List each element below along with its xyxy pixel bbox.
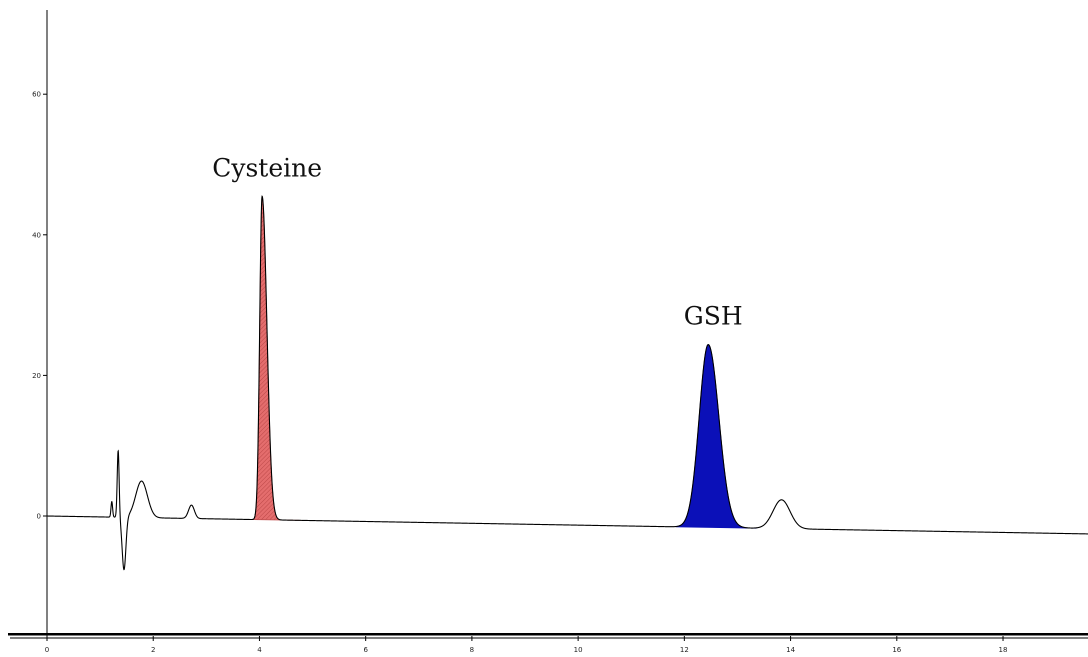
x-tick-label: 6 bbox=[363, 646, 368, 654]
x-tick-label: 8 bbox=[470, 646, 474, 654]
x-ticks: 0 2 4 6 8 10 12 14 16 18 bbox=[45, 636, 1008, 654]
signal-line bbox=[47, 195, 1088, 571]
y-tick-label: 60 bbox=[32, 91, 41, 99]
x-tick-label: 4 bbox=[257, 646, 262, 654]
x-tick-label: 0 bbox=[45, 646, 49, 654]
y-ticks: 0 20 40 60 bbox=[32, 91, 47, 521]
x-tick-label: 18 bbox=[999, 646, 1008, 654]
signal-trace bbox=[47, 195, 1088, 571]
axes bbox=[8, 10, 1088, 639]
peak-label-gsh: GSH bbox=[684, 302, 743, 331]
x-tick-label: 2 bbox=[151, 646, 155, 654]
x-axis-line bbox=[8, 633, 1088, 636]
peak-labels: Cysteine GSH bbox=[212, 153, 743, 330]
y-tick-label: 40 bbox=[32, 231, 41, 239]
x-tick-label: 14 bbox=[786, 646, 795, 654]
peak-label-cysteine: Cysteine bbox=[212, 153, 322, 182]
y-tick-label: 20 bbox=[32, 372, 41, 380]
y-tick-label: 0 bbox=[37, 513, 41, 521]
x-tick-label: 10 bbox=[574, 646, 583, 654]
x-tick-label: 12 bbox=[680, 646, 689, 654]
x-tick-label: 16 bbox=[892, 646, 901, 654]
